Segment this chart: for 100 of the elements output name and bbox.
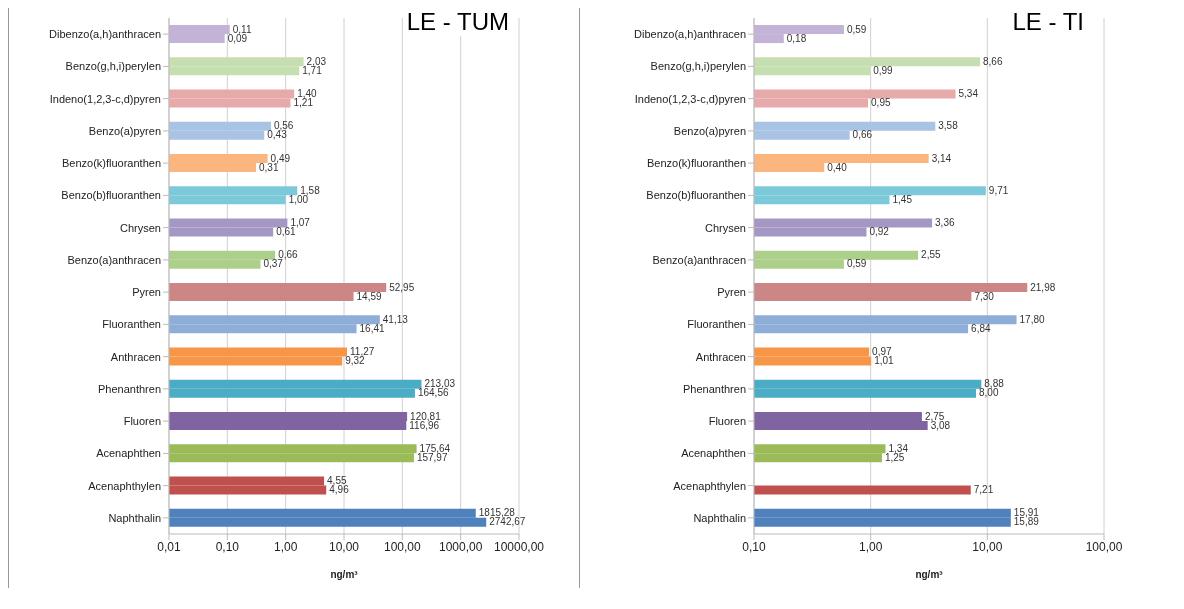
y-tick-label: Acenaphthylen xyxy=(673,479,746,492)
data-label: 4,96 xyxy=(329,484,350,496)
data-label: 15,91 xyxy=(1013,507,1040,519)
data-label: 16,41 xyxy=(359,322,386,334)
y-tick-label: Dibenzo(a,h)anthracen xyxy=(49,28,161,41)
y-tick-label: Fluoranthen xyxy=(687,318,746,331)
y-tick-label: Chrysen xyxy=(120,221,161,234)
data-label: 3,58 xyxy=(938,120,959,132)
data-label: 17,80 xyxy=(1019,313,1046,325)
y-tick-label: Acenaphthen xyxy=(96,447,161,460)
x-tick-label: 1,00 xyxy=(858,539,883,554)
data-label: 14,59 xyxy=(356,290,383,302)
y-tick-label: Indeno(1,2,3-c,d)pyren xyxy=(634,92,746,105)
y-tick-label: Benzo(a)anthracen xyxy=(67,253,161,266)
data-label: 1,01 xyxy=(874,355,895,367)
data-label: 4,55 xyxy=(327,475,347,487)
x-tick-label: 10,00 xyxy=(972,539,1003,554)
data-label: 3,08 xyxy=(930,419,951,431)
y-tick-label: Benzo(k)fluoranthen xyxy=(646,157,746,170)
x-tick-label: 0,10 xyxy=(742,539,766,554)
data-label: 2,03 xyxy=(306,55,327,67)
data-label: 0,49 xyxy=(270,152,291,164)
data-label: 0,11 xyxy=(232,23,252,35)
data-label: 3,14 xyxy=(931,152,952,164)
data-label: 2742,67 xyxy=(489,516,526,528)
data-label: 0,95 xyxy=(871,97,891,109)
y-tick-label: Benzo(b)fluoranthen xyxy=(61,189,161,202)
data-label: 0,66 xyxy=(852,129,873,141)
y-tick-label: Benzo(g,h,i)perylen xyxy=(650,60,746,73)
data-label: 9,32 xyxy=(345,355,366,367)
data-label: 7,30 xyxy=(974,290,995,302)
y-tick-label: Benzo(a)anthracen xyxy=(652,253,746,266)
y-tick-label: Benzo(k)fluoranthen xyxy=(61,157,161,170)
data-label: 0,09 xyxy=(227,32,248,44)
data-label: 21,98 xyxy=(1030,281,1056,293)
data-label: 0,92 xyxy=(869,226,890,238)
data-label: 116,96 xyxy=(409,419,440,431)
data-label: 6,84 xyxy=(971,322,991,334)
y-tick-label: Naphthalin xyxy=(108,511,161,524)
data-label: 52,95 xyxy=(389,281,415,293)
y-tick-label: Chrysen xyxy=(705,221,746,234)
y-tick-label: Fluoren xyxy=(708,415,746,428)
data-label: 1,07 xyxy=(290,217,311,229)
x-tick-label: 0,10 xyxy=(215,539,240,554)
x-tick-label: 100,00 xyxy=(383,539,422,554)
data-label: 1,21 xyxy=(293,97,314,109)
x-axis-title: ng/m³ xyxy=(915,569,944,580)
y-tick-label: Benzo(a)pyren xyxy=(88,124,161,137)
data-label: 0,99 xyxy=(873,64,894,76)
data-label: 8,00 xyxy=(979,387,999,399)
data-label: 0,43 xyxy=(267,129,288,141)
data-label: 0,97 xyxy=(872,346,893,358)
data-label: 175,64 xyxy=(419,442,451,454)
data-label: 213,03 xyxy=(424,378,456,390)
data-label: 0,59 xyxy=(846,258,867,270)
y-tick-label: Anthracen xyxy=(695,350,746,363)
data-label: 1,58 xyxy=(300,184,321,196)
data-label: 8,88 xyxy=(984,378,1005,390)
data-label: 0,56 xyxy=(273,120,294,132)
data-label: 0,37 xyxy=(263,258,284,270)
data-label: 1815,28 xyxy=(478,507,516,519)
data-label: 11,27 xyxy=(350,346,375,358)
data-label: 164,56 xyxy=(417,387,449,399)
chart-title: LE - TUM xyxy=(406,8,509,36)
data-label: 3,36 xyxy=(935,217,955,229)
y-tick-label: Acenaphthylen xyxy=(88,479,161,492)
data-label: 120,81 xyxy=(410,410,442,422)
data-label: 15,89 xyxy=(1013,516,1040,528)
data-label: 0,59 xyxy=(846,23,867,35)
data-label: 8,66 xyxy=(983,55,1003,67)
x-tick-label: 1,00 xyxy=(273,539,298,554)
y-tick-label: Phenanthren xyxy=(98,382,161,395)
y-tick-label: Pyren xyxy=(717,286,746,299)
y-tick-label: Indeno(1,2,3-c,d)pyren xyxy=(49,92,161,105)
y-tick-label: Phenanthren xyxy=(683,382,746,395)
data-label: 1,34 xyxy=(888,442,909,454)
data-label: 0,31 xyxy=(259,161,279,173)
y-tick-label: Benzo(g,h,i)perylen xyxy=(65,60,161,73)
y-tick-label: Fluoranthen xyxy=(102,318,161,331)
y-tick-label: Benzo(a)pyren xyxy=(673,124,746,137)
data-label: 2,55 xyxy=(921,249,941,261)
data-label: 0,61 xyxy=(276,226,297,238)
y-tick-label: Benzo(b)fluoranthen xyxy=(646,189,746,202)
data-label: 1,40 xyxy=(297,88,318,100)
data-label: 41,13 xyxy=(382,313,409,325)
chart-title: LE - TI xyxy=(1012,8,1084,36)
x-tick-label: 10,00 xyxy=(328,539,360,554)
x-tick-label: 100,00 xyxy=(1085,539,1123,554)
y-tick-label: Dibenzo(a,h)anthracen xyxy=(634,28,746,41)
x-tick-label: 10000,00 xyxy=(493,539,545,554)
data-label: 9,71 xyxy=(988,184,1009,196)
data-label: 7,21 xyxy=(973,484,994,496)
x-tick-label: 0,01 xyxy=(157,539,181,554)
x-axis-title: ng/m³ xyxy=(330,569,359,580)
x-tick-label: 1000,00 xyxy=(438,539,483,554)
data-label: 0,18 xyxy=(786,32,807,44)
y-tick-label: Fluoren xyxy=(123,415,161,428)
data-label: 5,34 xyxy=(958,88,979,100)
data-label: 1,45 xyxy=(892,193,913,205)
data-label: 0,40 xyxy=(827,161,848,173)
